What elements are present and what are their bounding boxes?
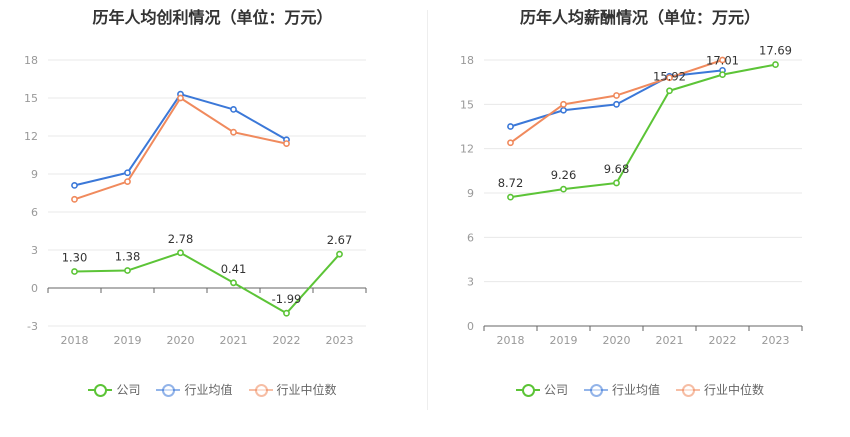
data-label: 8.72	[498, 176, 524, 190]
x-tick-label: 2022	[273, 334, 301, 347]
x-tick-label: 2021	[656, 334, 684, 347]
chart-title-profit: 历年人均创利情况（单位：万元）	[92, 8, 333, 27]
data-label: 2.67	[327, 233, 353, 247]
x-tick-label: 2018	[497, 334, 525, 347]
data-point	[507, 139, 514, 147]
series-line-company	[510, 63, 776, 199]
y-tick-label: -3	[27, 320, 38, 333]
legend-marker-company	[88, 383, 113, 397]
y-tick-label: 0	[31, 282, 38, 295]
legend-marker-industry-median	[248, 383, 273, 397]
legend-label-industry-median: 行业中位数	[704, 383, 765, 397]
data-point	[613, 92, 620, 99]
chart-profit: -3 0 3 6 9 12 15 18 2018 2019 2020 2021 2022 2023 1.30…	[24, 54, 367, 347]
chart-panel-profit: 历年人均创利情况（单位：万元） -3 0 3 6 9 12 15 18 2018 2019 2020…	[0, 8, 425, 398]
data-point	[719, 56, 726, 64]
legend-salary: 公司 行业均值 行业中位数	[430, 381, 850, 398]
legend-item-industry-mean[interactable]: 行业均值	[156, 381, 233, 398]
legend-item-industry-median[interactable]: 行业中位数	[676, 381, 764, 398]
data-point	[124, 169, 131, 177]
data-point	[124, 267, 131, 274]
y-tick-label: 12	[24, 130, 38, 143]
data-point	[613, 100, 620, 108]
chart-title-salary: 历年人均薪酬情况（单位：万元）	[519, 8, 760, 27]
data-label: 2.78	[168, 232, 194, 246]
y-tick-label: 0	[467, 320, 474, 333]
chart-panel-salary: 历年人均薪酬情况（单位：万元） 0 3 6 9 12 15 18 2018 2019 2020 20…	[430, 0, 850, 437]
data-point	[560, 106, 567, 114]
legend-marker-company	[515, 383, 540, 397]
data-label: 9.26	[551, 168, 577, 182]
data-point	[124, 178, 131, 185]
data-point	[666, 87, 673, 95]
data-label: 9.68	[604, 162, 630, 176]
legend-item-industry-mean[interactable]: 行业均值	[583, 381, 660, 398]
data-point	[283, 140, 290, 147]
legend-label-industry-mean: 行业均值	[611, 383, 660, 397]
series-line-company	[74, 251, 341, 315]
legend-item-company[interactable]: 公司	[88, 381, 140, 398]
data-label: 0.41	[221, 262, 247, 276]
legend-item-company[interactable]: 公司	[515, 381, 568, 398]
data-point	[560, 100, 567, 108]
series-line-industry-median	[74, 97, 287, 201]
legend-label-company: 公司	[116, 383, 141, 397]
data-point	[507, 123, 514, 130]
data-point	[772, 61, 779, 68]
y-tick-label: 18	[460, 54, 474, 67]
data-label: 17.01	[706, 54, 739, 68]
x-tick-label: 2022	[709, 334, 737, 347]
legend-label-industry-median: 行业中位数	[276, 383, 337, 397]
data-label: 1.38	[115, 250, 141, 264]
x-tick-label: 2019	[114, 334, 142, 347]
legend-label-company: 公司	[543, 383, 568, 397]
data-label: 15.92	[653, 70, 686, 84]
x-tick-label: 2021	[220, 334, 248, 347]
data-point	[71, 268, 78, 275]
data-point	[71, 195, 78, 203]
y-tick-label: 12	[460, 143, 474, 156]
y-tick-label: 3	[31, 244, 38, 257]
x-tick-label: 2019	[550, 334, 578, 347]
y-tick-label: 15	[460, 98, 474, 111]
y-tick-label: 6	[31, 206, 38, 219]
data-point	[719, 71, 726, 79]
data-point	[177, 249, 184, 257]
data-point	[230, 128, 237, 136]
chart-salary: 0 3 6 9 12 15 18 2018 2019 2020 2021 2022 2023 8.72 9.…	[460, 44, 803, 347]
data-label: 1.30	[62, 251, 88, 265]
data-point	[507, 193, 514, 201]
data-point	[71, 181, 78, 189]
legend-marker-industry-mean	[156, 383, 181, 397]
y-tick-label: 9	[467, 187, 474, 200]
legend-profit: 公司 行业均值 行业中位数	[0, 381, 425, 398]
data-label: -1.99	[272, 292, 302, 306]
data-point	[283, 309, 290, 317]
data-point	[230, 106, 237, 113]
x-tick-label: 2018	[61, 334, 89, 347]
y-tick-label: 3	[467, 276, 474, 289]
x-tick-label: 2020	[167, 334, 195, 347]
panel-divider	[427, 10, 428, 410]
y-tick-label: 9	[31, 168, 38, 181]
data-point	[560, 185, 567, 193]
x-tick-label: 2023	[326, 334, 354, 347]
data-point	[666, 74, 673, 82]
data-point	[230, 279, 237, 287]
legend-marker-industry-mean	[583, 383, 608, 397]
legend-item-industry-median[interactable]: 行业中位数	[248, 381, 337, 398]
x-tick-label: 2020	[603, 334, 631, 347]
data-point	[613, 179, 620, 187]
y-tick-label: 6	[467, 231, 474, 244]
data-point	[336, 250, 343, 258]
series-line-industry-mean	[74, 93, 287, 187]
data-label: 17.69	[759, 44, 792, 58]
data-point	[177, 94, 184, 102]
legend-marker-industry-median	[676, 383, 700, 397]
y-tick-label: 15	[24, 92, 38, 105]
y-tick-label: 18	[24, 54, 38, 67]
legend-label-industry-mean: 行业均值	[184, 383, 233, 397]
x-tick-label: 2023	[762, 334, 790, 347]
